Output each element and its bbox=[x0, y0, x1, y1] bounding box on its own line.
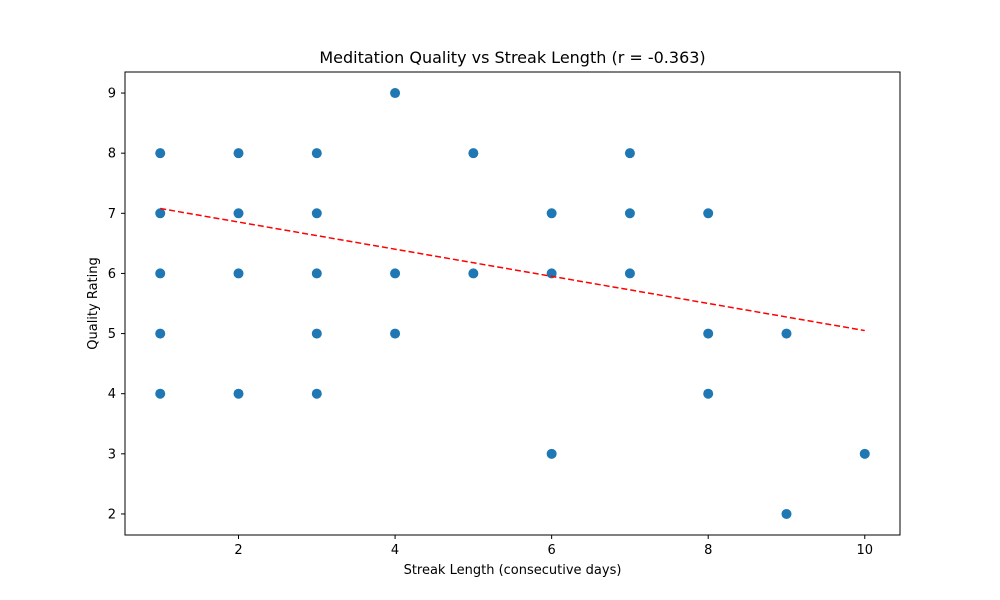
data-point bbox=[546, 208, 557, 219]
data-point bbox=[703, 388, 714, 399]
data-point bbox=[781, 508, 792, 519]
data-point bbox=[703, 328, 714, 339]
x-tick-label: 8 bbox=[704, 543, 712, 558]
data-point bbox=[311, 148, 322, 159]
trend-line bbox=[160, 207, 865, 332]
y-tick-label: 3 bbox=[108, 447, 116, 462]
y-tick-label: 5 bbox=[108, 327, 116, 342]
data-point bbox=[233, 268, 244, 279]
data-point bbox=[155, 388, 166, 399]
data-point bbox=[233, 148, 244, 159]
y-tick-label: 8 bbox=[108, 147, 116, 162]
y-tick-label: 4 bbox=[108, 387, 116, 402]
y-tick-label: 6 bbox=[108, 267, 116, 282]
data-point bbox=[311, 328, 322, 339]
data-point bbox=[781, 328, 792, 339]
data-point bbox=[233, 388, 244, 399]
data-point bbox=[468, 268, 479, 279]
plot-frame bbox=[124, 71, 901, 536]
data-point bbox=[155, 268, 166, 279]
x-tick-label: 10 bbox=[856, 543, 873, 558]
data-point bbox=[233, 208, 244, 219]
data-point bbox=[390, 88, 401, 99]
data-point bbox=[624, 148, 635, 159]
data-point bbox=[155, 208, 166, 219]
data-point bbox=[311, 268, 322, 279]
data-point bbox=[624, 208, 635, 219]
data-point bbox=[468, 148, 479, 159]
data-point bbox=[624, 268, 635, 279]
data-point bbox=[859, 448, 870, 459]
x-axis: 2 4 6 8 10 bbox=[234, 535, 873, 558]
y-axis-label: Quality Rating bbox=[86, 257, 101, 350]
data-point bbox=[546, 448, 557, 459]
data-point bbox=[546, 268, 557, 279]
y-axis: 2 3 4 5 6 7 8 9 bbox=[108, 87, 125, 522]
data-point bbox=[390, 328, 401, 339]
chart-title: Meditation Quality vs Streak Length (r =… bbox=[319, 48, 705, 67]
data-point bbox=[155, 328, 166, 339]
data-point bbox=[703, 208, 714, 219]
x-tick-label: 2 bbox=[234, 543, 242, 558]
x-tick-label: 4 bbox=[391, 543, 399, 558]
y-tick-label: 2 bbox=[108, 507, 116, 522]
data-point bbox=[311, 208, 322, 219]
data-point bbox=[155, 148, 166, 159]
data-point bbox=[390, 268, 401, 279]
plot-area bbox=[155, 88, 870, 519]
y-tick-label: 7 bbox=[108, 207, 116, 222]
data-point bbox=[311, 388, 322, 399]
x-axis-label: Streak Length (consecutive days) bbox=[404, 563, 622, 578]
y-tick-label: 9 bbox=[108, 87, 116, 102]
x-tick-label: 6 bbox=[548, 543, 556, 558]
